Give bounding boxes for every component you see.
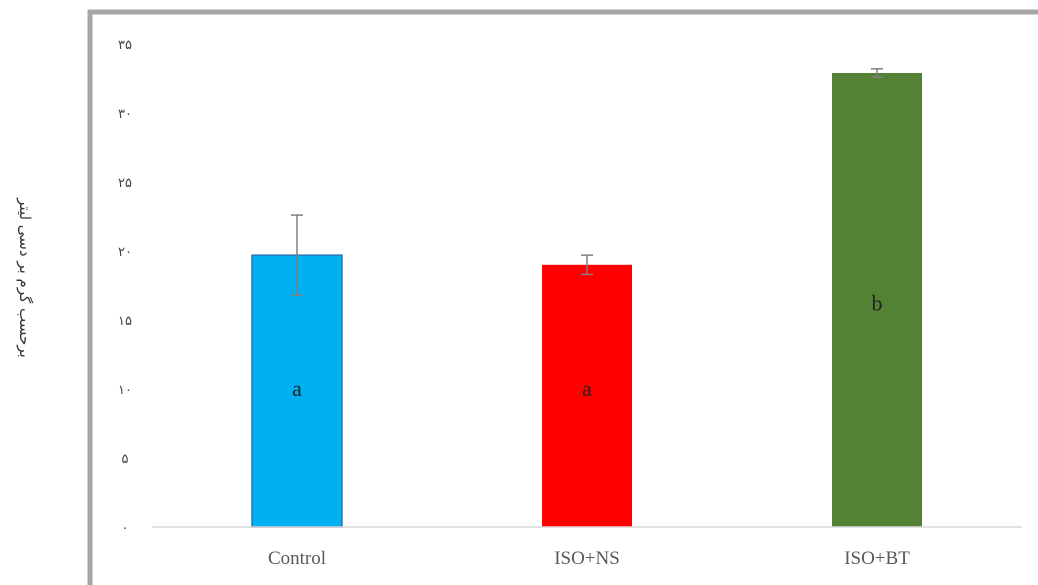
x-tick-label: ISO+NS bbox=[554, 548, 620, 569]
y-tick-label: ۱۵ bbox=[118, 314, 132, 329]
bar-significance-label: b bbox=[872, 290, 883, 315]
y-axis-ticks: ۰ ۵ ۱۰ ۱۵ ۲۰ ۲۵ ۳۰ ۳۵ bbox=[118, 38, 132, 536]
bar-significance-label: a bbox=[582, 376, 592, 401]
bar-iso-bt bbox=[832, 72, 922, 527]
bar-labels: a a b bbox=[292, 290, 882, 401]
y-tick-label: ۱۰ bbox=[118, 383, 132, 398]
bar-significance-label: a bbox=[292, 376, 302, 401]
bars bbox=[251, 72, 922, 528]
y-tick-label: ۲۰ bbox=[118, 245, 132, 260]
error-bar bbox=[581, 254, 593, 276]
chart-frame bbox=[87, 9, 1038, 585]
x-tick-label: ISO+BT bbox=[844, 548, 910, 569]
error-bar bbox=[871, 68, 883, 78]
y-tick-label: ۰ bbox=[122, 521, 129, 536]
x-tick-label: Control bbox=[268, 548, 326, 569]
y-tick-label: ۵ bbox=[122, 452, 129, 467]
x-axis-labels: Control ISO+NS ISO+BT bbox=[268, 548, 910, 569]
y-tick-label: ۳۰ bbox=[118, 107, 132, 122]
error-bars bbox=[291, 68, 883, 296]
y-axis-title: برحسب گرم بر دسی لیتر bbox=[16, 197, 34, 358]
y-tick-label: ۳۵ bbox=[118, 38, 132, 53]
bar-iso-ns bbox=[542, 264, 632, 527]
error-bar bbox=[291, 214, 303, 296]
y-tick-label: ۲۵ bbox=[118, 176, 132, 191]
